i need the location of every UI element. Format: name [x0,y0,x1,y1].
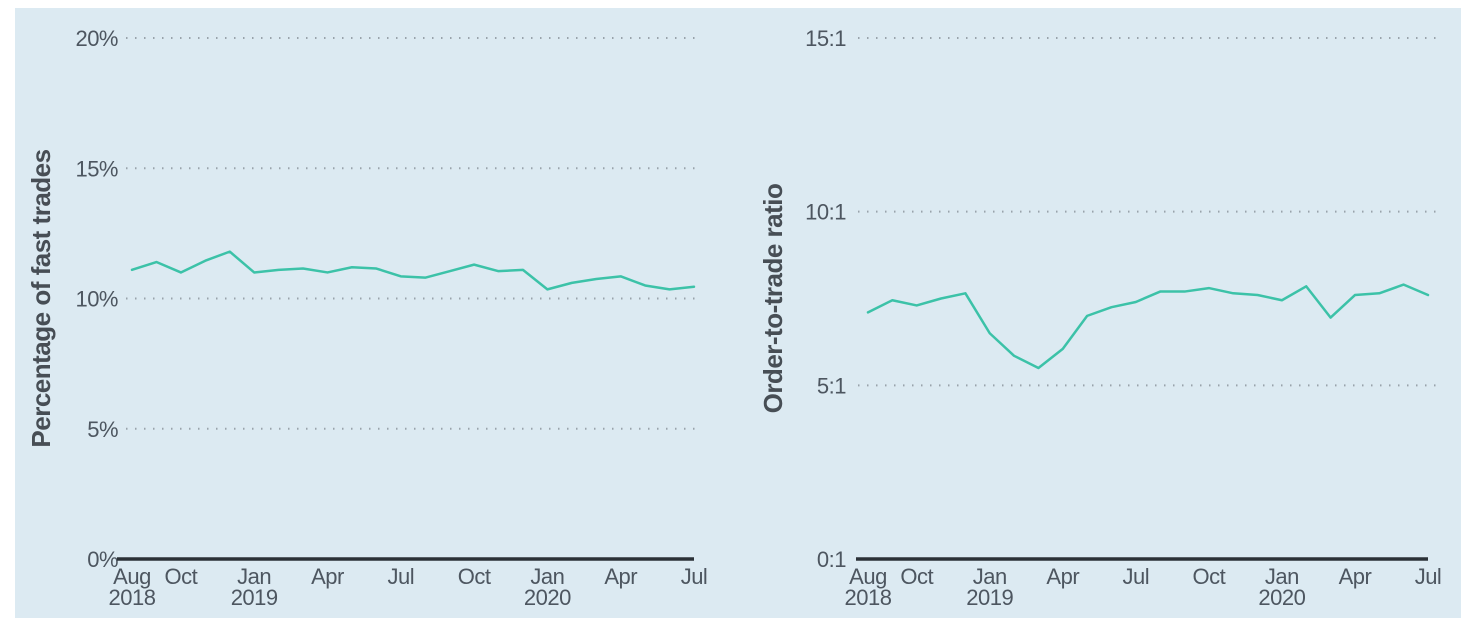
x-tick-label: Jul [1415,564,1442,589]
x-tick-label: Jan [1265,564,1299,589]
x-tick-label: Apr [604,564,637,589]
x-tick-label: Oct [458,564,491,589]
x-tick-year-label: 2019 [966,585,1013,610]
y-tick-label: 15:1 [805,26,846,51]
x-tick-label: Jul [387,564,414,589]
y-tick-label: 0% [87,547,118,572]
x-tick-label: Aug [113,564,151,589]
x-tick-year-label: 2018 [109,585,156,610]
x-tick-label: Jul [1123,564,1150,589]
y-tick-label: 0:1 [817,547,846,572]
y-tick-label: 5:1 [817,373,846,398]
x-tick-label: Apr [1046,564,1079,589]
data-line [866,283,1430,370]
y-axis-title: Order-to-trade ratio [758,184,788,414]
x-tick-label: Oct [1193,564,1226,589]
x-tick-year-label: 2019 [231,585,278,610]
x-tick-label: Apr [1339,564,1372,589]
x-tick-label: Apr [311,564,344,589]
y-tick-label: 15% [75,156,118,181]
x-tick-year-label: 2020 [1258,585,1305,610]
x-tick-label: Jan [237,564,271,589]
y-tick-label: 10% [75,287,118,312]
x-tick-label: Aug [849,564,887,589]
data-line [130,250,696,291]
x-tick-label: Jan [530,564,564,589]
x-tick-year-label: 2018 [845,585,892,610]
y-tick-label: 10:1 [805,200,846,225]
y-tick-label: 5% [87,417,118,442]
x-tick-label: Oct [165,564,198,589]
x-tick-year-label: 2020 [524,585,571,610]
y-tick-label: 20% [75,26,118,51]
figure-panel [15,8,1461,618]
x-tick-label: Jan [973,564,1007,589]
x-tick-label: Oct [900,564,933,589]
x-tick-label: Jul [681,564,708,589]
y-axis-title: Percentage of fast trades [26,149,56,447]
